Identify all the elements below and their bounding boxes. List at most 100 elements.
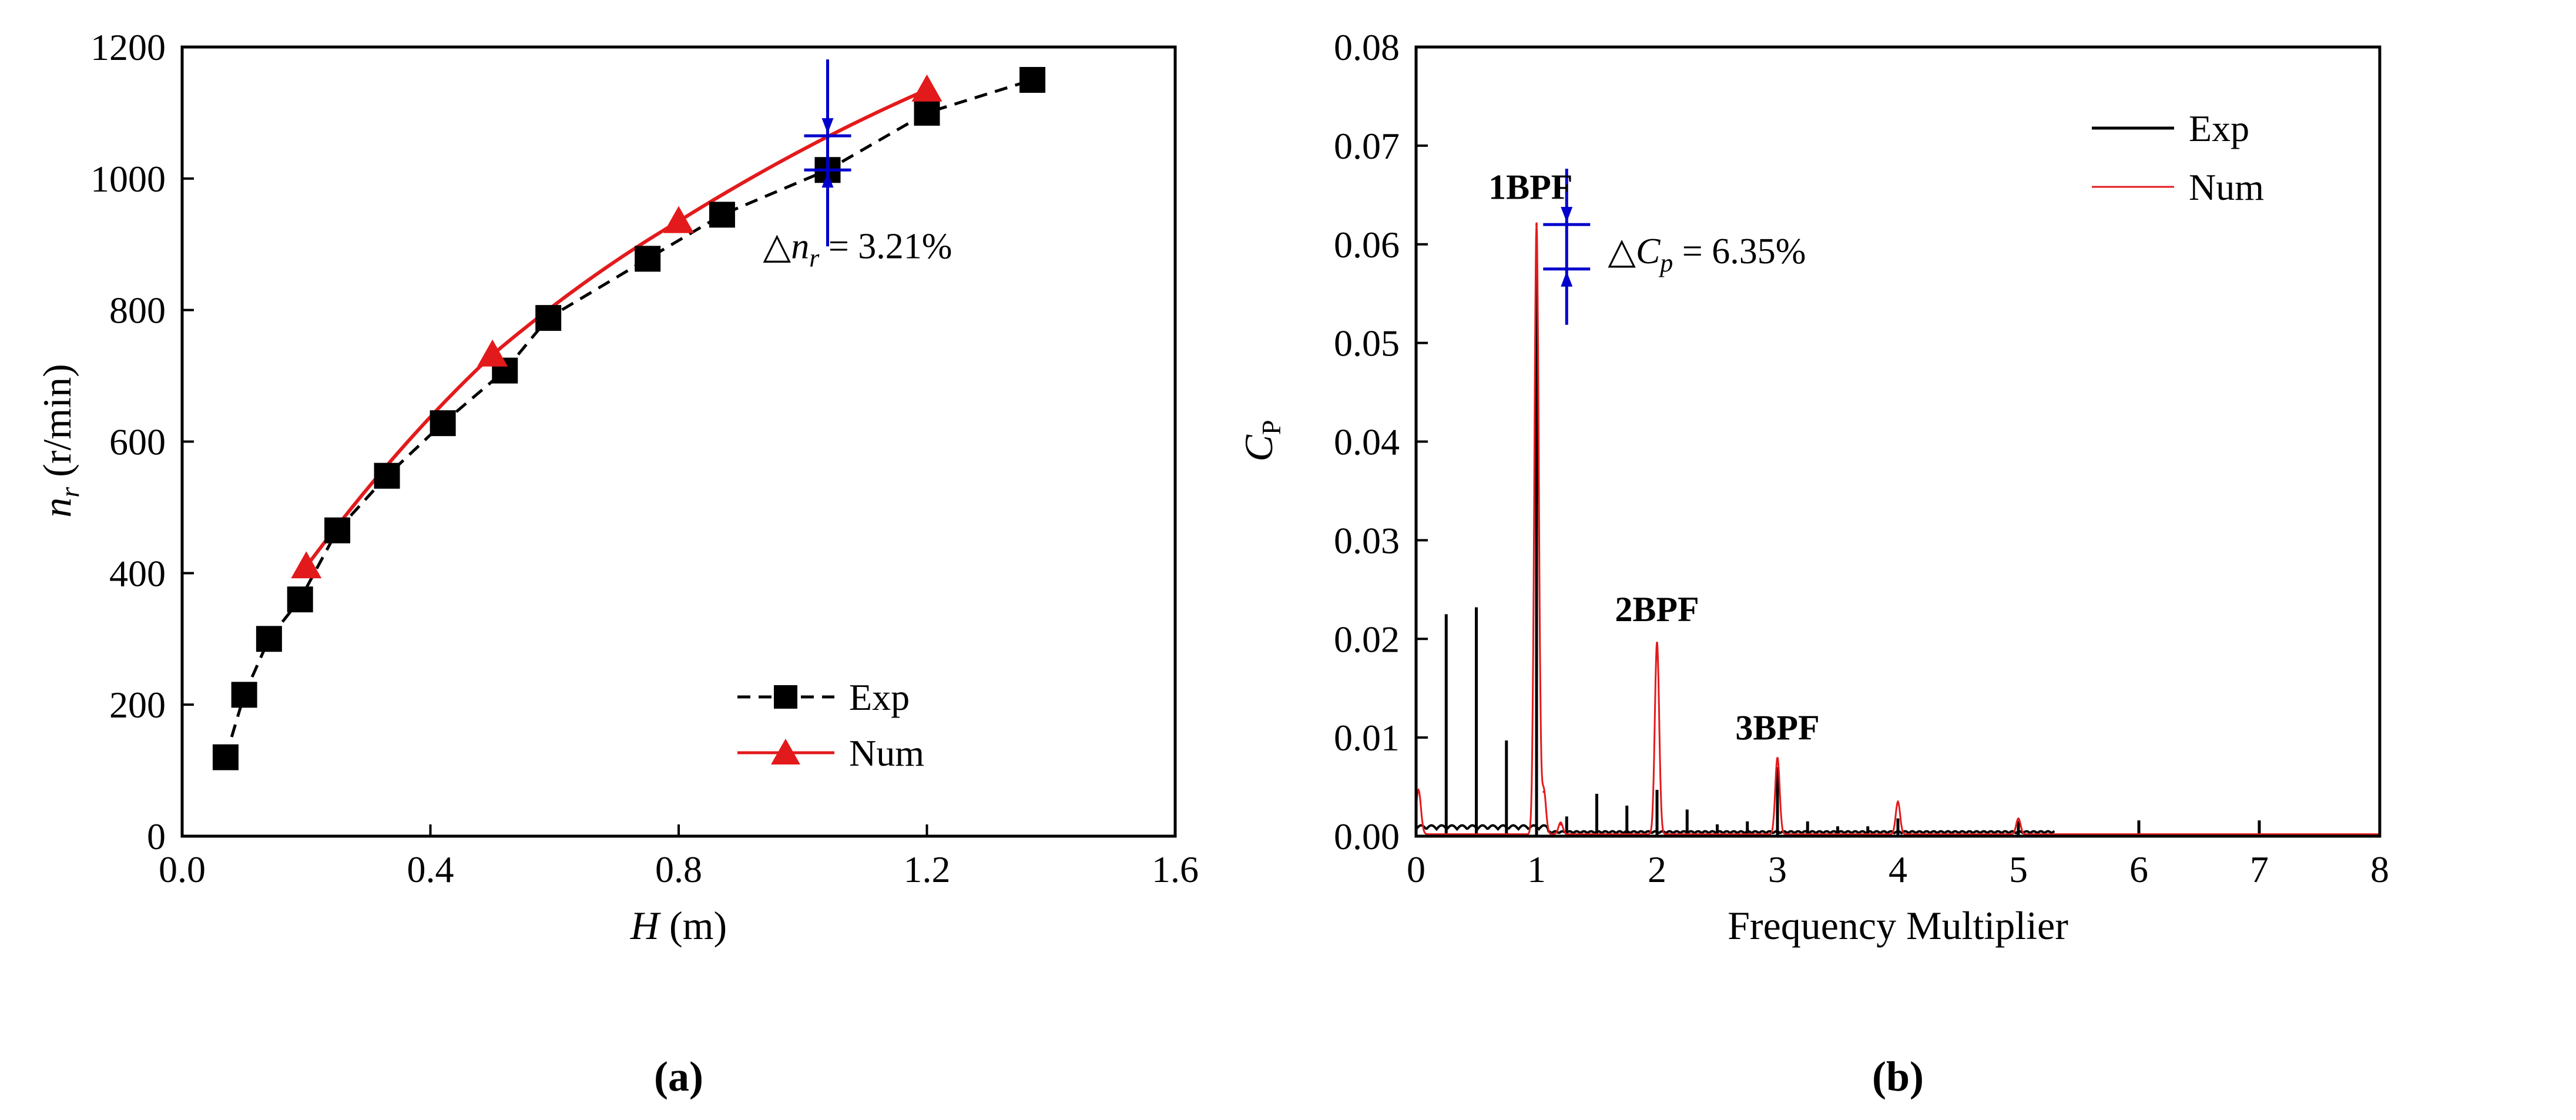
exp-data-point: [287, 586, 313, 613]
y-tick-label: 0.03: [1334, 519, 1400, 561]
exp-data-point: [709, 202, 735, 228]
num-series-line: [304, 88, 928, 568]
exp-data-point: [212, 744, 239, 770]
delta-value: = 3.21%: [819, 226, 952, 266]
panel-a-y-axis-title: nr (r/min): [35, 364, 85, 518]
exp-data-point: [635, 246, 661, 272]
delta-subscript: p: [1658, 249, 1673, 277]
x-tick-label: 0.4: [407, 849, 454, 890]
y-tick-label: 0.06: [1334, 224, 1400, 266]
num-peak-point: [2017, 819, 2020, 822]
x-tick-label: 4: [1889, 849, 1907, 890]
panel-b-label: (b): [1872, 1053, 1924, 1100]
num-peak-point: [1776, 758, 1779, 761]
delta-arrow-up: [1561, 271, 1573, 287]
panel-b-x-axis-title: Frequency Multiplier: [1728, 903, 2068, 948]
y-tick-label: 200: [109, 684, 166, 726]
panel-b-plot-frame: [1414, 45, 2382, 838]
x-tick-label: 8: [2370, 849, 2389, 890]
panel-b-legend: Exp Num: [2092, 108, 2264, 208]
num-peak-point: [1542, 790, 1545, 793]
num-peak-point: [1535, 223, 1538, 226]
x-tick-label: 5: [2009, 849, 2028, 890]
x-tick-label: 1: [1527, 849, 1546, 890]
num-data-point: [291, 551, 322, 579]
x-tick-label: 2: [1648, 849, 1666, 890]
delta-prefix: △: [1608, 232, 1636, 271]
y-tick-label: 0.07: [1334, 125, 1400, 167]
panel-b-annotation: △Cp = 6.35%: [1543, 169, 1806, 325]
exp-data-point: [256, 626, 282, 652]
num-spectrum-line: [1415, 222, 2380, 836]
delta-prefix: △: [763, 226, 791, 266]
panel-b-peak-labels: 1BPF 2BPF 3BPF: [1488, 168, 1820, 747]
panel-a-annotation: △nr = 3.21%: [763, 59, 952, 272]
peak-label: 3BPF: [1735, 709, 1819, 747]
y-tick-label: 600: [109, 421, 166, 463]
panel-a-ylabel-subscript: r: [55, 487, 85, 498]
panel-a-xlabel-unit: (m): [659, 903, 727, 948]
legend-exp-label: Exp: [849, 676, 910, 718]
panel-b-ylabel-subscript: P: [1256, 420, 1286, 435]
y-tick-label: 800: [109, 290, 166, 331]
exp-data-point: [535, 305, 562, 331]
panel-b: 0 1 2 3 4 5 6 7 8 0.00 0.01 0.02 0.03 0.04 0.05 0.06 0.0…: [1236, 26, 2389, 1100]
panel-a-xlabel-symbol: H: [630, 903, 662, 948]
num-data-point: [477, 339, 508, 367]
x-tick-label: 0.8: [655, 849, 702, 890]
panel-a-legend: Exp Num: [737, 676, 924, 774]
delta-cp-label: △Cp = 6.35%: [1608, 232, 1806, 277]
exp-data-point: [374, 462, 400, 489]
y-tick-label: 0.00: [1334, 816, 1400, 857]
delta-subscript: r: [809, 243, 820, 272]
delta-value: = 6.35%: [1673, 232, 1806, 271]
panel-a-ylabel-unit: (r/min): [35, 364, 79, 487]
panel-a-ticks: 0.0 0.4 0.8 1.2 1.6 0 200 400 600 800 1000 1200: [90, 26, 1199, 890]
num-peak-point: [1656, 642, 1658, 645]
y-tick-label: 0.01: [1334, 717, 1400, 759]
legend-num-label: Num: [2189, 166, 2264, 208]
y-tick-label: 1000: [90, 158, 166, 200]
legend-exp-label: Exp: [2189, 108, 2249, 149]
y-tick-label: 1200: [90, 26, 166, 68]
x-tick-label: 1.2: [904, 849, 951, 890]
y-tick-label: 400: [109, 552, 166, 594]
peak-label: 2BPF: [1615, 590, 1699, 629]
num-peak-point: [1897, 802, 1899, 805]
num-data-point: [911, 74, 942, 102]
delta-symbol: C: [1636, 232, 1661, 271]
peak-label: 1BPF: [1488, 168, 1572, 207]
exp-noise-floor: [1415, 824, 2055, 835]
exp-data-point: [430, 410, 456, 437]
delta-arrow-up: [821, 172, 834, 188]
delta-arrow-down: [1561, 207, 1573, 223]
legend-num-marker: [771, 739, 800, 764]
x-tick-label: 0: [1407, 849, 1425, 890]
panel-b-y-axis-title: CP: [1236, 420, 1286, 462]
delta-arrow-down: [821, 118, 834, 134]
x-tick-label: 7: [2250, 849, 2269, 890]
panel-b-ticks: 0 1 2 3 4 5 6 7 8 0.00 0.01 0.02 0.03 0.04 0.05 0.06 0.0…: [1334, 26, 2389, 890]
x-tick-label: 6: [2129, 849, 2148, 890]
x-tick-label: 1.6: [1152, 849, 1199, 890]
panel-b-ylabel-symbol: C: [1236, 434, 1281, 461]
exp-data-point: [324, 517, 351, 544]
legend-exp-marker: [774, 685, 797, 709]
panel-a-x-axis-title: H (m): [630, 903, 727, 948]
exp-data-point: [1019, 66, 1046, 93]
legend-num-label: Num: [849, 732, 924, 774]
x-tick-label: 3: [1768, 849, 1787, 890]
y-tick-label: 0.04: [1334, 421, 1400, 463]
num-data-point: [663, 206, 694, 233]
num-peak-point: [1559, 823, 1562, 826]
y-tick-label: 0.02: [1334, 618, 1400, 660]
exp-data-point: [231, 682, 257, 708]
y-tick-label: 0.08: [1334, 26, 1400, 68]
num-peak-point: [1417, 790, 1420, 793]
panel-a-label: (a): [654, 1053, 703, 1100]
x-tick-label: 0.0: [159, 849, 206, 890]
y-tick-label: 0: [147, 816, 166, 857]
y-tick-label: 0.05: [1334, 323, 1400, 364]
